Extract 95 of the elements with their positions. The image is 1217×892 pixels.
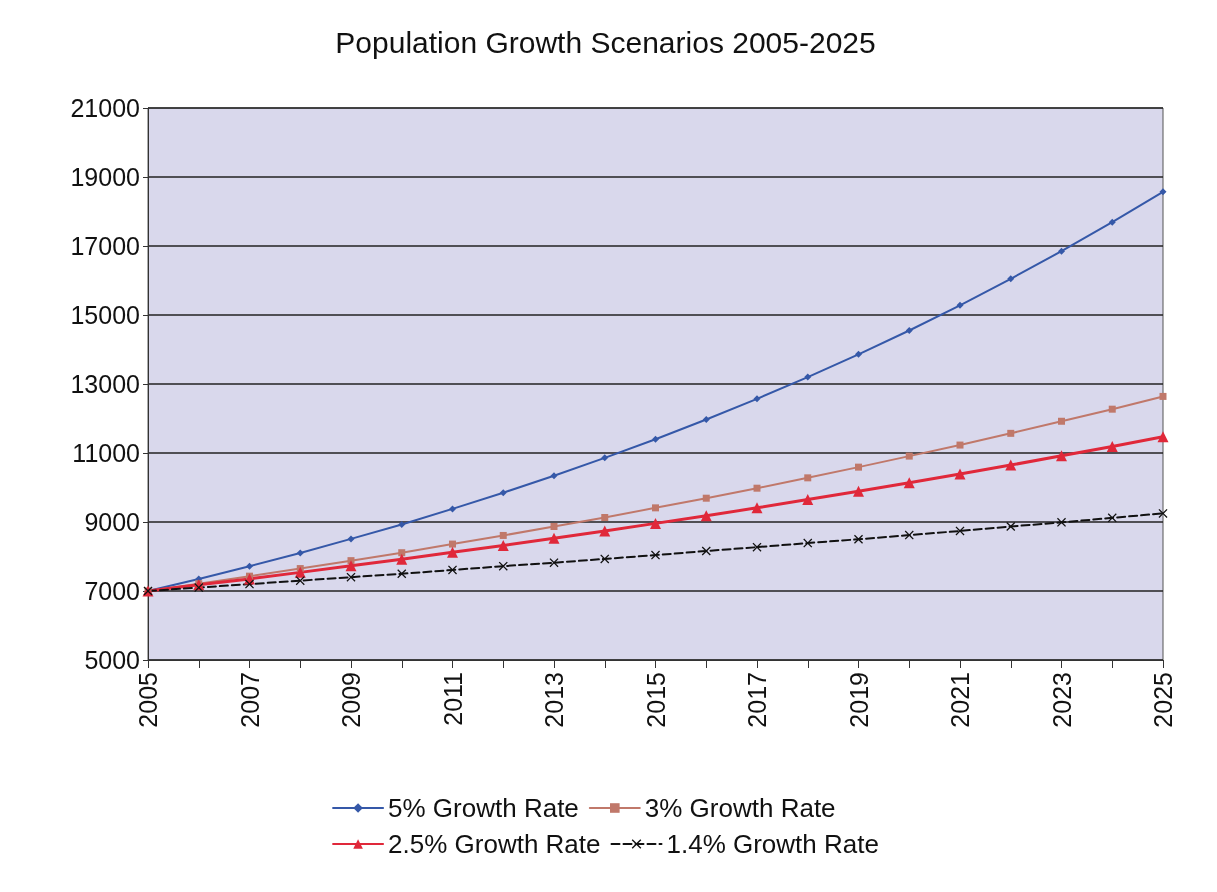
point xyxy=(1106,440,1118,452)
legend-label: 5% Growth Rate xyxy=(388,793,579,823)
point xyxy=(905,452,913,460)
x-tick-label: 2011 xyxy=(438,672,467,726)
point xyxy=(903,477,915,489)
point xyxy=(295,576,305,586)
point xyxy=(752,542,762,552)
point xyxy=(700,510,712,522)
x-tick-label: 2017 xyxy=(743,672,771,728)
point xyxy=(1159,392,1167,400)
point xyxy=(751,502,763,514)
point xyxy=(702,494,710,502)
point xyxy=(1157,431,1169,443)
point xyxy=(802,494,814,506)
point xyxy=(804,474,812,482)
point xyxy=(1007,429,1015,437)
point xyxy=(449,505,456,513)
point xyxy=(803,538,813,548)
point xyxy=(904,530,914,540)
legend-label: 1.4% Growth Rate xyxy=(666,829,879,859)
point xyxy=(956,301,964,309)
y-tick-label: 15000 xyxy=(70,301,140,329)
point xyxy=(246,562,253,570)
point xyxy=(855,463,862,471)
point xyxy=(599,525,611,537)
legend-label: 2.5% Growth Rate xyxy=(388,829,601,859)
x-tick-label: 2021 xyxy=(946,672,974,728)
chart-title: Population Growth Scenarios 2005-2025 xyxy=(335,25,876,59)
x-tick-label: 2015 xyxy=(641,672,670,728)
point xyxy=(1056,450,1067,462)
point xyxy=(1159,188,1167,196)
y-tick-label: 21000 xyxy=(70,94,140,122)
point xyxy=(601,514,609,522)
point xyxy=(398,520,406,528)
point xyxy=(345,560,357,572)
point xyxy=(1005,459,1017,471)
y-tick-label: 17000 xyxy=(70,232,140,260)
point xyxy=(548,532,560,544)
legend-label: 3% Growth Rate xyxy=(644,793,836,823)
point xyxy=(1108,405,1116,413)
y-tick-label: 5000 xyxy=(84,646,140,674)
point xyxy=(1108,218,1116,226)
point xyxy=(753,484,761,492)
point xyxy=(954,468,966,480)
point xyxy=(1058,247,1065,255)
point xyxy=(194,583,204,593)
point xyxy=(854,534,863,544)
point xyxy=(853,485,864,497)
x-tick-label: 2019 xyxy=(844,672,873,728)
point xyxy=(499,531,507,539)
point xyxy=(1006,521,1016,531)
point xyxy=(499,489,507,497)
point xyxy=(855,350,862,358)
point xyxy=(1107,513,1117,523)
y-tick-label: 11000 xyxy=(72,439,140,467)
point xyxy=(549,558,559,568)
point xyxy=(396,553,408,565)
point xyxy=(804,373,812,381)
point xyxy=(245,579,254,589)
point xyxy=(448,565,457,575)
point xyxy=(702,416,710,424)
x-tick-label: 2007 xyxy=(235,672,264,728)
point xyxy=(1058,417,1065,425)
point xyxy=(956,441,964,449)
y-tick-label: 9000 xyxy=(84,508,140,536)
point xyxy=(652,435,659,443)
point xyxy=(650,517,661,529)
point xyxy=(347,535,355,543)
y-tick-label: 7000 xyxy=(84,577,140,605)
point xyxy=(550,522,558,530)
point xyxy=(905,327,913,335)
point xyxy=(296,549,304,557)
y-tick-label: 13000 xyxy=(70,370,140,398)
point xyxy=(294,566,306,578)
x-tick-label: 2005 xyxy=(134,672,162,728)
point xyxy=(1158,508,1168,518)
x-tick-label: 2013 xyxy=(540,672,568,728)
point xyxy=(1057,517,1066,527)
point xyxy=(753,395,761,403)
point xyxy=(1007,275,1015,283)
point xyxy=(701,546,711,556)
x-tick-label: 2025 xyxy=(1149,672,1177,728)
y-tick-label: 19000 xyxy=(70,163,140,191)
x-tick-label: 2009 xyxy=(337,672,365,728)
point xyxy=(601,454,609,462)
point xyxy=(346,572,356,582)
point xyxy=(600,554,610,564)
point xyxy=(652,504,659,512)
point xyxy=(449,540,456,548)
point xyxy=(447,546,458,558)
point xyxy=(550,472,558,480)
point xyxy=(398,549,406,557)
x-tick-label: 2023 xyxy=(1047,672,1076,728)
point xyxy=(651,550,660,560)
point xyxy=(497,539,509,551)
